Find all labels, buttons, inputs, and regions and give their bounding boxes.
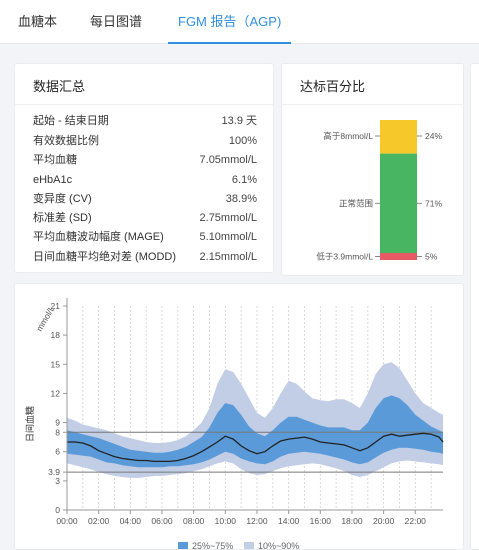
stat-label: 有效数据比例 [33, 135, 99, 147]
legend-label: 10%~90% [258, 541, 300, 550]
band-25-75 [67, 395, 443, 468]
stat-label: 标准差 (SD) [33, 212, 92, 224]
label-low: 低于3.9mmol/L [316, 252, 373, 262]
y-axis-label: 日间血糖 [24, 406, 35, 442]
x-tick-label: 08:00 [183, 516, 205, 526]
tab-glucose-log[interactable]: 血糖本 [18, 0, 57, 44]
legend-10-90: 10%~90% [244, 541, 299, 550]
target-stacked-bar: 高于8mmol/L 正常范围 低于3.9mmol/L 24% 71% 5% [316, 120, 442, 262]
stat-row-cv: 变异度 (CV) 38.9% [33, 190, 257, 209]
target-percentage-card: 达标百分比 高于8mmol/L 正常范围 低于3.9mmol/L 24% 71%… [281, 63, 464, 276]
pct-low: 5% [425, 252, 438, 262]
x-tick-label: 00:00 [56, 516, 78, 526]
report-tab-bar: 血糖本 每日图谱 FGM 报告（AGP) [0, 0, 479, 44]
stat-label: 平均血糖 [33, 154, 77, 166]
x-tick-label: 18:00 [341, 516, 363, 526]
stat-row-ehba1c: eHbA1c 6.1% [33, 171, 257, 190]
agp-chart-card: 0 3 3.9 6 8 9 12 15 18 21 00:00 02:00 04:00 06:00 08:0… [14, 283, 464, 550]
stat-row-mean-glucose: 平均血糖 7.05mmol/L [33, 151, 257, 170]
label-high: 高于8mmol/L [323, 131, 373, 141]
median-line [67, 432, 444, 463]
stat-row-mage: 平均血糖波动幅度 (MAGE) 5.10mmol/L [33, 228, 257, 247]
x-tick-label: 20:00 [373, 516, 395, 526]
partial-side-card [470, 63, 479, 550]
tab-label: 血糖本 [18, 14, 58, 29]
legend-swatch-25-75 [178, 542, 188, 549]
data-summary-card: 数据汇总 起始 - 结束日期 13.9 天 有效数据比例 100% 平均血糖 7.05… [14, 63, 274, 273]
tab-daily-chart[interactable]: 每日图谱 [90, 0, 142, 44]
pct-normal: 71% [425, 198, 442, 208]
y-tick-label: 18 [51, 330, 61, 340]
y-tick-label: 15 [51, 359, 61, 369]
stat-value: 6.1% [231, 174, 257, 186]
y-tick-label: 21 [51, 301, 61, 311]
tab-fgm-report[interactable]: FGM 报告（AGP) [168, 0, 292, 44]
y-tick-label: 3 [55, 476, 60, 486]
pct-high: 24% [425, 131, 442, 141]
stat-row-sd: 标准差 (SD) 2.75mmol/L [33, 209, 257, 228]
agp-chart: 0 33.9 6 89 12 15 18 21 00:00 02:00 04:00 06:00 08:0… [24, 298, 444, 526]
bar-normal [380, 153, 417, 253]
y-tick-label: 8 [55, 427, 60, 437]
stat-value: 2.75mmol/L [199, 212, 257, 224]
stat-value: 13.9 天 [221, 115, 257, 127]
x-tick-label: 22:00 [405, 516, 427, 526]
stat-value: 2.15mmol/L [199, 251, 257, 263]
legend-swatch-10-90 [244, 542, 254, 549]
stat-label: 平均血糖波动幅度 (MAGE) [33, 231, 164, 243]
label-normal: 正常范围 [339, 198, 373, 208]
summary-title: 数据汇总 [33, 79, 86, 94]
tab-label: FGM 报告（AGP) [178, 14, 282, 29]
stat-label: 起始 - 结束日期 [33, 115, 109, 127]
y-tick-label: 9 [55, 418, 60, 428]
x-tick-label: 12:00 [246, 516, 268, 526]
x-tick-label: 10:00 [215, 516, 237, 526]
x-tick-label: 04:00 [120, 516, 142, 526]
target-title: 达标百分比 [300, 79, 366, 94]
active-tab-indicator [168, 42, 292, 44]
x-tick-label: 02:00 [88, 516, 110, 526]
bar-low [380, 253, 417, 260]
stat-row-modd: 日间血糖平均绝对差 (MODD) 2.15mmol/L [33, 248, 257, 267]
card-divider [15, 104, 273, 105]
stat-label: 变异度 (CV) [33, 193, 92, 205]
stat-value: 100% [228, 135, 257, 147]
y-axis-unit: mmol/L [34, 304, 57, 333]
stat-row-date-range: 起始 - 结束日期 13.9 天 [33, 112, 257, 131]
card-divider [282, 104, 463, 105]
y-tick-label: 6 [55, 447, 60, 457]
stat-value: 7.05mmol/L [199, 154, 257, 166]
bar-high [380, 120, 417, 154]
x-tick-label: 16:00 [310, 516, 332, 526]
stat-label: eHbA1c [33, 174, 73, 186]
y-tick-label: 0 [55, 505, 60, 515]
legend-label: 25%~75% [192, 541, 234, 550]
legend-25-75: 25%~75% [178, 541, 233, 550]
y-tick-label: 12 [51, 388, 61, 398]
stat-value: 5.10mmol/L [199, 231, 257, 243]
stat-value: 38.9% [225, 193, 257, 205]
y-tick-label: 3.9 [48, 467, 60, 477]
stat-row-valid-data: 有效数据比例 100% [33, 132, 257, 151]
x-tick-label: 06:00 [151, 516, 173, 526]
tab-label: 每日图谱 [90, 14, 143, 29]
stat-label: 日间血糖平均绝对差 (MODD) [33, 251, 176, 263]
x-tick-label: 14:00 [278, 516, 300, 526]
